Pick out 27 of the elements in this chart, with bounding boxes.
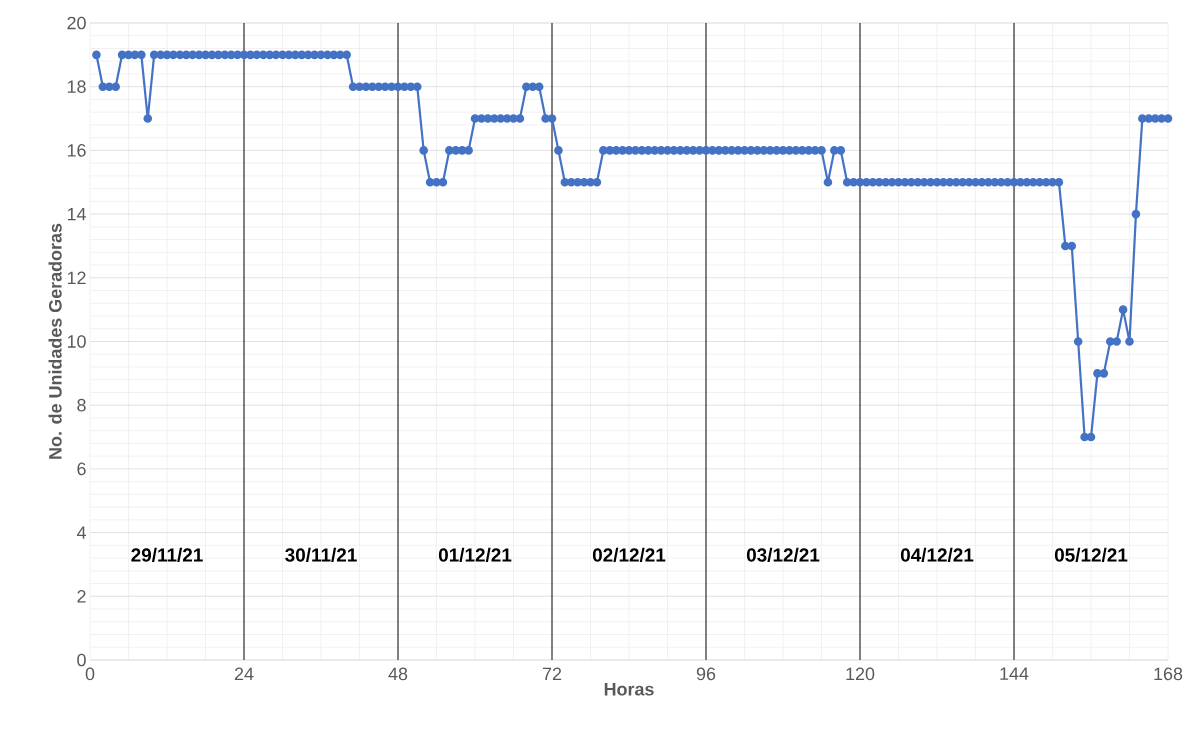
annotation: 03/12/21: [746, 547, 820, 562]
annotation: 29/11/21: [131, 547, 203, 562]
y-tick-label: 2: [77, 590, 86, 603]
annotation: 04/12/21: [900, 547, 974, 562]
y-tick-label: 6: [77, 462, 86, 476]
x-tick-label: 96: [696, 667, 716, 681]
y-tick-label: 12: [67, 271, 86, 285]
annotation: 30/11/21: [285, 547, 357, 562]
y-tick-label: 0: [77, 653, 86, 667]
x-tick-label: 120: [846, 667, 875, 681]
x-tick-label: 72: [542, 667, 562, 681]
y-axis-title: No. de Unidades Geradoras: [48, 223, 62, 459]
y-tick-label: 8: [77, 398, 86, 412]
x-tick-label: 48: [388, 667, 408, 681]
y-tick-label: 20: [67, 16, 86, 30]
annotation: 02/12/21: [592, 547, 666, 562]
x-axis-title: Horas: [604, 683, 654, 696]
annotation: 05/12/21: [1054, 547, 1128, 562]
y-tick-label: 18: [67, 80, 86, 94]
y-tick-label: 16: [67, 144, 86, 157]
y-tick-label: 10: [67, 335, 86, 348]
y-tick-label: 14: [67, 207, 86, 221]
x-tick-label: 144: [1000, 667, 1029, 680]
annotation: 01/12/21: [438, 547, 512, 562]
y-tick-label: 4: [76, 526, 86, 539]
x-tick-label: 24: [234, 667, 254, 681]
x-tick-label: 168: [1154, 667, 1183, 681]
